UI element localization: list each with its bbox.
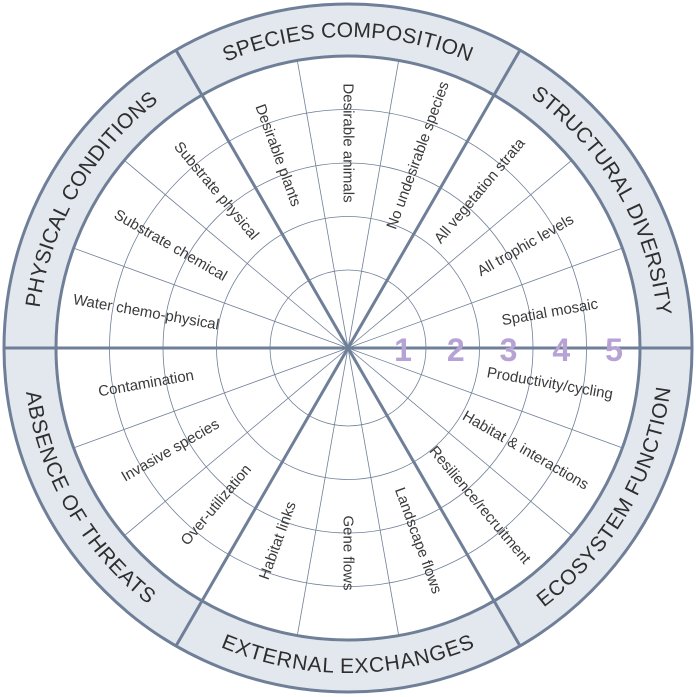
scale-number: 1 <box>394 332 412 368</box>
spoke <box>124 347 349 537</box>
spoke <box>347 159 572 349</box>
spoke <box>347 347 400 636</box>
spoke <box>347 247 623 349</box>
divider <box>346 347 522 647</box>
spoke <box>296 347 349 636</box>
divider <box>174 49 350 349</box>
spoke <box>347 347 623 449</box>
attribute-label: Desirable animals <box>340 83 357 202</box>
spoke <box>73 347 349 449</box>
scale-number: 5 <box>605 332 623 368</box>
attribute-label: Gene flows <box>340 515 357 590</box>
divider <box>174 347 350 647</box>
spoke <box>347 60 400 349</box>
spoke <box>124 159 349 349</box>
scale-number: 3 <box>500 332 518 368</box>
spoke <box>73 247 349 349</box>
spoke <box>347 347 572 537</box>
spoke <box>296 60 349 349</box>
scale-number: 4 <box>552 332 570 368</box>
scale-number: 2 <box>447 332 465 368</box>
divider <box>346 49 522 349</box>
